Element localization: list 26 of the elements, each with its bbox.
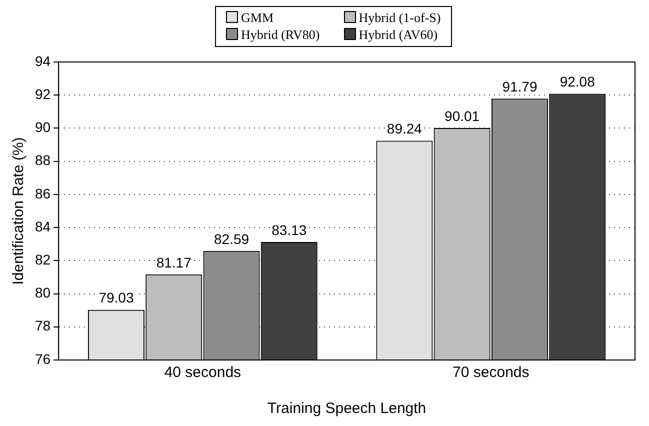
y-tick-label: 90: [34, 119, 51, 136]
y-tick-label: 84: [34, 218, 51, 234]
data-label: 81.17: [156, 254, 192, 270]
y-axis-title: Identification Rate (%): [10, 137, 28, 285]
data-label: 79.03: [98, 290, 134, 306]
data-label: 82.59: [214, 230, 250, 247]
y-tick-label: 82: [34, 252, 51, 268]
x-tick-label: 70 seconds: [452, 364, 530, 382]
y-tick-label: 78: [34, 318, 51, 334]
x-tick-label: 40 seconds: [164, 364, 242, 382]
legend-label: Hybrid (RV80): [240, 27, 320, 43]
y-tick-label: 92: [34, 86, 51, 102]
legend-label: Hybrid (AV60): [358, 27, 439, 43]
data-label: 89.24: [386, 120, 422, 137]
legend-label: GMM: [240, 10, 275, 26]
y-tick-label: 80: [34, 284, 51, 301]
y-tick-label: 88: [34, 152, 51, 168]
legend-label: Hybrid (1-of-S): [358, 10, 441, 26]
data-label: 91.79: [502, 78, 538, 94]
x-axis-title: Training Speech Length: [267, 400, 426, 418]
y-tick-label: 76: [34, 350, 51, 367]
y-tick-label: 86: [34, 185, 51, 202]
data-label: 83.13: [272, 222, 307, 238]
data-label: 90.01: [444, 108, 480, 124]
y-tick-label: 94: [34, 52, 51, 69]
data-label: 92.08: [560, 74, 596, 90]
